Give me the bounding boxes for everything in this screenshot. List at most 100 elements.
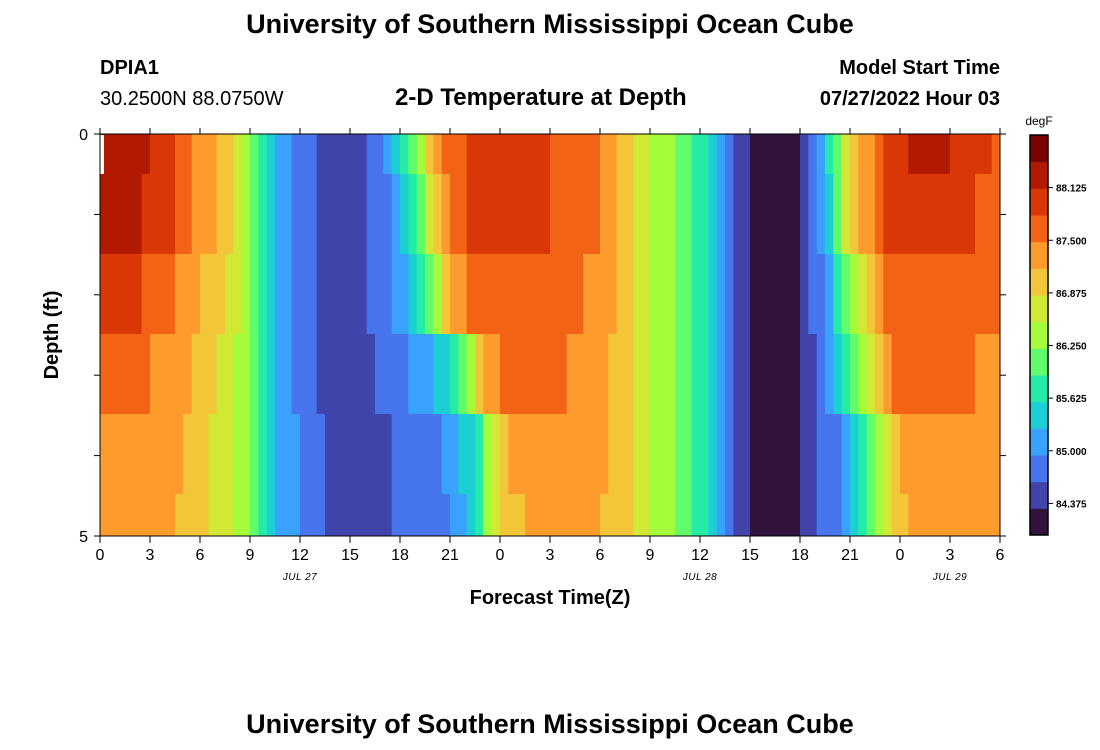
heatmap-cell [325,494,334,536]
heatmap-cell [441,174,451,254]
heatmap-cell [650,134,659,174]
heatmap-cell [975,334,984,414]
heatmap-cell [775,254,784,334]
heatmap-cell [666,174,676,254]
heatmap-cell [866,334,876,414]
heatmap-cell [483,334,493,414]
heatmap-cell [550,174,559,254]
heatmap-cell [858,494,868,536]
heatmap-cell [291,414,301,494]
heatmap-cell [616,254,626,334]
heatmap-cell [616,134,626,174]
heatmap-cell [558,174,568,254]
heatmap-cell [425,334,434,414]
heatmap-cell [150,494,159,536]
heatmap-cell [808,134,818,174]
heatmap-cell [258,334,268,414]
heatmap-cell [658,414,668,494]
heatmap-cell [516,414,526,494]
heatmap-cell [658,494,668,536]
heatmap-cell [533,414,543,494]
date-label: JUL 27 [282,572,318,583]
heatmap-cell [100,494,109,536]
heatmap-cell [925,414,934,494]
heatmap-cell [700,174,709,254]
heatmap-cell [683,254,693,334]
heatmap-cell [200,334,209,414]
heatmap-cell [583,414,593,494]
heatmap-cell [158,134,168,174]
heatmap-cell [958,174,968,254]
heatmap-cell [266,334,276,414]
heatmap-cell [166,134,176,174]
heatmap-cell [916,414,926,494]
x-tick-label: 18 [391,547,409,564]
heatmap-cell [233,174,243,254]
heatmap-cell [150,174,159,254]
heatmap-cell [100,174,109,254]
heatmap-cell [283,134,293,174]
heatmap-cell [391,254,401,334]
heatmap-cell [283,414,293,494]
heatmap-cell [808,334,818,414]
heatmap-cell [116,414,126,494]
heatmap-cell [408,174,418,254]
heatmap-cell [541,414,551,494]
heatmap-cell [750,254,759,334]
heatmap-cell [925,334,934,414]
heatmap-cell [866,494,876,536]
heatmap-cell [550,134,559,174]
heatmap-cell [258,414,268,494]
heatmap-cell [458,334,468,414]
heatmap-cell [916,494,926,536]
heatmap-cell [158,494,168,536]
heatmap-cell [933,414,943,494]
heatmap-cell [141,134,151,174]
heatmap-cell [816,414,826,494]
heatmap-cell [491,334,501,414]
heatmap-cell [108,254,118,334]
heatmap-cell [533,494,543,536]
heatmap-cell [850,414,859,494]
heatmap-cell [708,334,718,414]
heatmap-cell [691,134,701,174]
heatmap-cell [483,254,493,334]
heatmap-cell [508,494,518,536]
heatmap-cell [141,494,151,536]
heatmap-cell [383,174,393,254]
heatmap-cell [516,334,526,414]
heatmap-cell [566,334,576,414]
heatmap-cell [775,334,784,414]
heatmap-cell [891,334,901,414]
heatmap-cell [166,494,176,536]
heatmap-cell [816,494,826,536]
heatmap-cell [991,334,1000,414]
heatmap-cell [233,494,243,536]
heatmap-cell [433,414,443,494]
heatmap-cell [675,494,684,536]
heatmap-cell [808,414,818,494]
heatmap-cell [483,494,493,536]
x-tick-label: 9 [246,547,255,564]
heatmap-cell [358,134,368,174]
heatmap-cell [725,134,734,174]
colorbar-swatch [1030,268,1048,296]
heatmap-cell [483,174,493,254]
heatmap-cell [333,134,343,174]
heatmap-cell [166,254,176,334]
heatmap-cell [933,174,943,254]
heatmap-cell [891,414,901,494]
heatmap-cell [283,494,293,536]
heatmap-cell [408,494,418,536]
heatmap-cell [591,174,601,254]
heatmap-cell [866,174,876,254]
heatmap-cell [425,134,434,174]
heatmap-cell [808,254,818,334]
heatmap-cell [741,134,751,174]
heatmap-cell [941,414,951,494]
heatmap-cell [875,174,884,254]
heatmap-cell [750,134,759,174]
heatmap-cell [350,494,359,536]
heatmap-cell [741,414,751,494]
heatmap-cell [833,414,843,494]
